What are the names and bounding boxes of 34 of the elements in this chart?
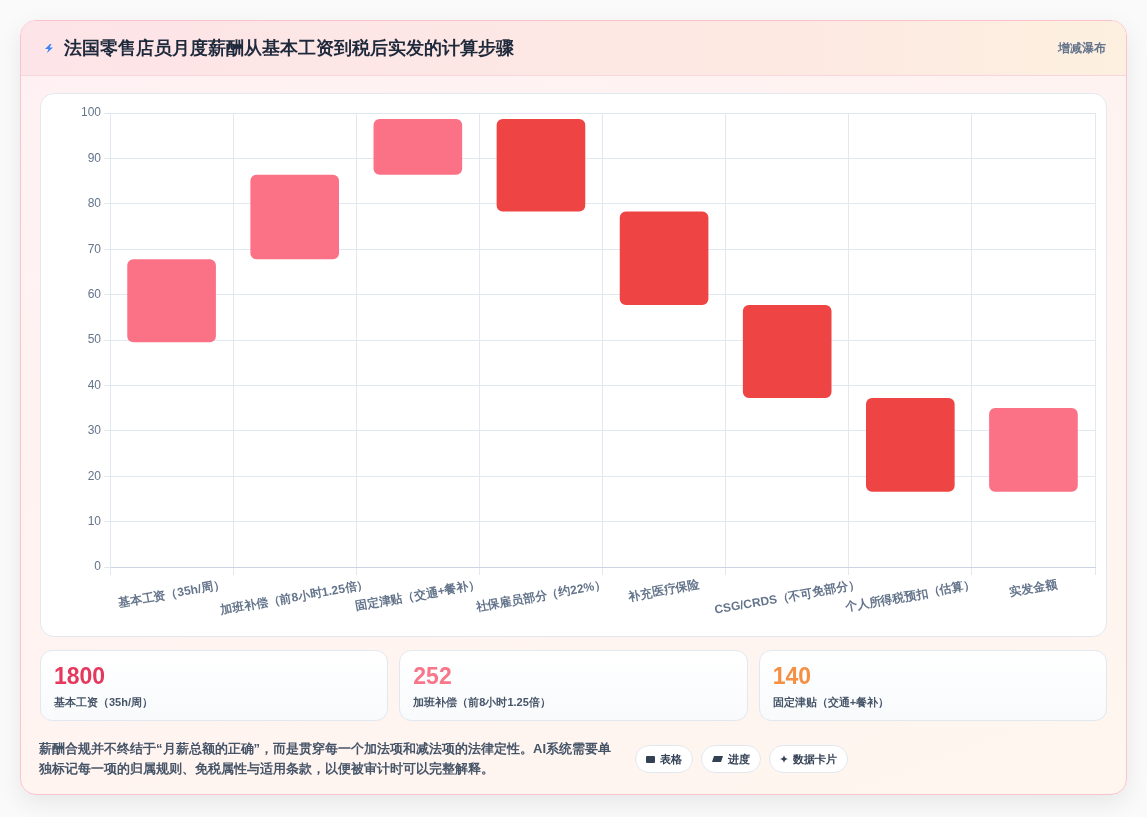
bar [373, 118, 463, 175]
x-tick-label: 社保雇员部分（约22%） [473, 577, 608, 615]
x-tick-label: 补充医疗保险 [626, 577, 702, 604]
text: 252 [413, 663, 453, 689]
chart-title: 法国零售店员月度薪酬从基本工资到税后实发的计算步骤 [64, 37, 514, 60]
y-tick-label: 20 [87, 468, 102, 483]
y-tick-label: 80 [87, 196, 102, 211]
text: 进度 [728, 751, 750, 767]
y-tick-label: 50 [87, 332, 102, 347]
text: 数据卡片 [793, 751, 837, 767]
text: 固定津贴（交通+餐补） [772, 695, 891, 710]
y-tick-label: 70 [87, 241, 102, 256]
text: 140 [772, 663, 813, 689]
bar [250, 174, 340, 260]
bar [742, 305, 832, 399]
y-tick-label: 60 [87, 286, 102, 301]
text: 1800 [54, 663, 107, 689]
bar [496, 118, 586, 212]
y-tick-label: 30 [87, 423, 102, 438]
y-tick-label: 0 [94, 559, 102, 574]
text: 加班补偿（前8小时1.25倍） [413, 695, 552, 710]
bar [989, 408, 1078, 492]
text: 薪酬合规并不终结于“月薪总额的正确”，而是贯穿每一个加法项和减法项的法律定性。AI系统需要单独标记每一项的归属规则、免税属性与适用条款，以便被审计时可以完整解释。 [39, 740, 612, 778]
text: 基本工资（35h/周） [54, 695, 154, 710]
y-tick-label: 100 [80, 105, 102, 120]
y-tick-label: 90 [87, 150, 102, 165]
bar [127, 259, 216, 343]
chart-subtitle: 增减瀑布 [1058, 39, 1106, 57]
bar [619, 211, 709, 306]
y-tick-label: 10 [87, 513, 102, 528]
bar [865, 398, 955, 492]
text: 表格 [660, 751, 682, 767]
y-tick-label: 40 [87, 377, 102, 392]
x-tick-label: 实发金额 [1008, 577, 1060, 600]
